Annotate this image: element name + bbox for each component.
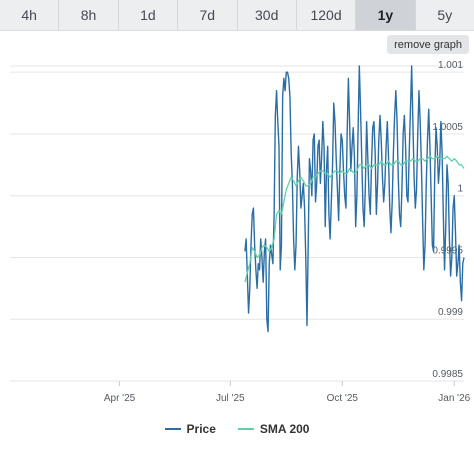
remove-graph-button[interactable]: remove graph [387,35,469,54]
legend-item-price[interactable]: Price [164,422,216,436]
y-tick-label: 1.001 [438,60,463,71]
series-line-price [244,65,465,333]
price-chart: 1.001 1.0005 1 0.9995 0.999 0.9985 Apr '25 Jul… [10,60,471,404]
chart-gridlines [10,65,464,386]
x-tick-label: Jul '25 [216,393,245,404]
tab-7d[interactable]: 7d [178,0,238,30]
chart-series [244,65,465,333]
timeframe-tabs: 4h 8h 1d 7d 30d 120d 1y 5y [0,0,474,31]
legend-item-sma-200[interactable]: SMA 200 [237,422,310,436]
y-tick-label: 0.9995 [432,245,463,256]
x-axis-labels: Apr '25 Jul '25 Oct '25 Jan '26 [104,393,471,404]
tab-1y[interactable]: 1y [356,0,416,30]
y-tick-label: 0.999 [438,307,463,318]
legend-label-price: Price [186,422,216,436]
tab-8h[interactable]: 8h [59,0,119,30]
legend-swatch-sma-200 [237,428,254,430]
x-tick-label: Oct '25 [327,393,359,404]
y-tick-label: 1 [457,184,463,195]
chart-legend: Price SMA 200 [0,420,474,438]
tab-4h[interactable]: 4h [0,0,60,30]
tab-5y[interactable]: 5y [437,7,453,23]
x-tick-label: Apr '25 [104,393,136,404]
y-tick-label: 1.0005 [432,122,463,133]
y-tick-label: 0.9985 [432,369,463,380]
series-line-sma-200 [244,155,465,283]
legend-swatch-price [164,428,181,430]
x-tick-label: Jan '26 [438,393,470,404]
tab-1d[interactable]: 1d [119,0,179,30]
tab-120d[interactable]: 120d [297,0,357,30]
legend-label-sma-200: SMA 200 [259,422,310,436]
y-axis-labels: 1.001 1.0005 1 0.9995 0.999 0.9985 [432,60,463,380]
tab-30d[interactable]: 30d [238,0,297,30]
